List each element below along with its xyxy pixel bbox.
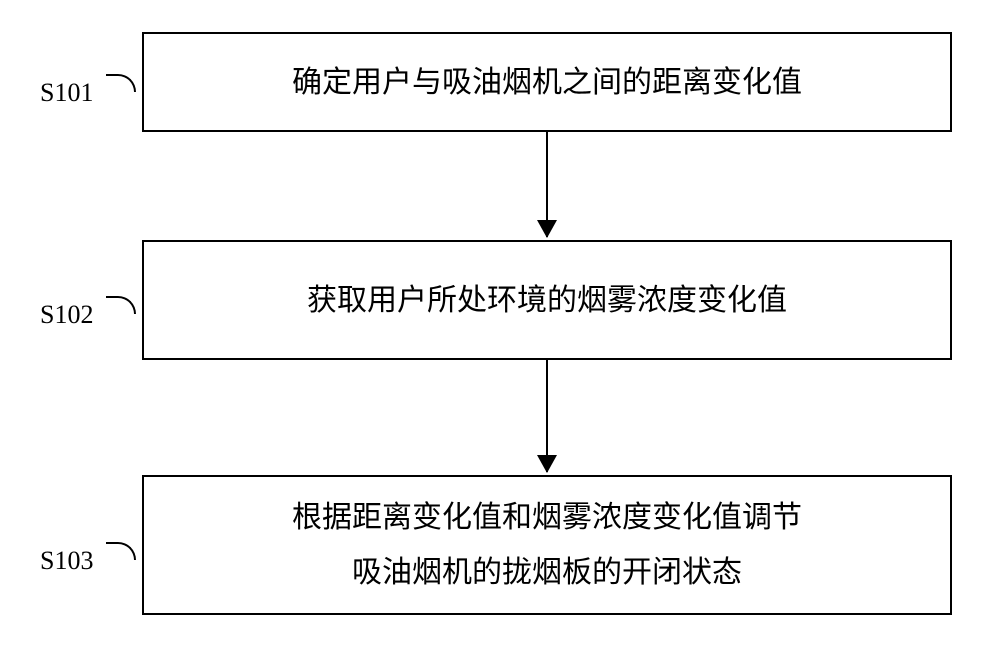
arrow-1	[546, 132, 548, 237]
step-label-1: S101	[40, 78, 93, 108]
step-box-2: 获取用户所处环境的烟雾浓度变化值	[142, 240, 952, 360]
arrow-2	[546, 360, 548, 472]
step-label-1-text: S101	[40, 78, 93, 107]
label-connector-3	[106, 542, 136, 560]
step-label-3-text: S103	[40, 546, 93, 575]
step-box-3: 根据距离变化值和烟雾浓度变化值调节 吸油烟机的拢烟板的开闭状态	[142, 475, 952, 615]
step-3-text-line1: 根据距离变化值和烟雾浓度变化值调节	[292, 495, 802, 540]
label-connector-2	[106, 296, 136, 314]
arrow-head-1	[537, 220, 557, 238]
step-label-2: S102	[40, 300, 93, 330]
step-label-3: S103	[40, 546, 93, 576]
step-3-text-line2: 吸油烟机的拢烟板的开闭状态	[352, 550, 742, 595]
step-box-1: 确定用户与吸油烟机之间的距离变化值	[142, 32, 952, 132]
label-connector-1	[106, 74, 136, 92]
step-1-text: 确定用户与吸油烟机之间的距离变化值	[292, 60, 802, 105]
arrow-head-2	[537, 455, 557, 473]
step-label-2-text: S102	[40, 300, 93, 329]
step-2-text: 获取用户所处环境的烟雾浓度变化值	[307, 278, 787, 323]
